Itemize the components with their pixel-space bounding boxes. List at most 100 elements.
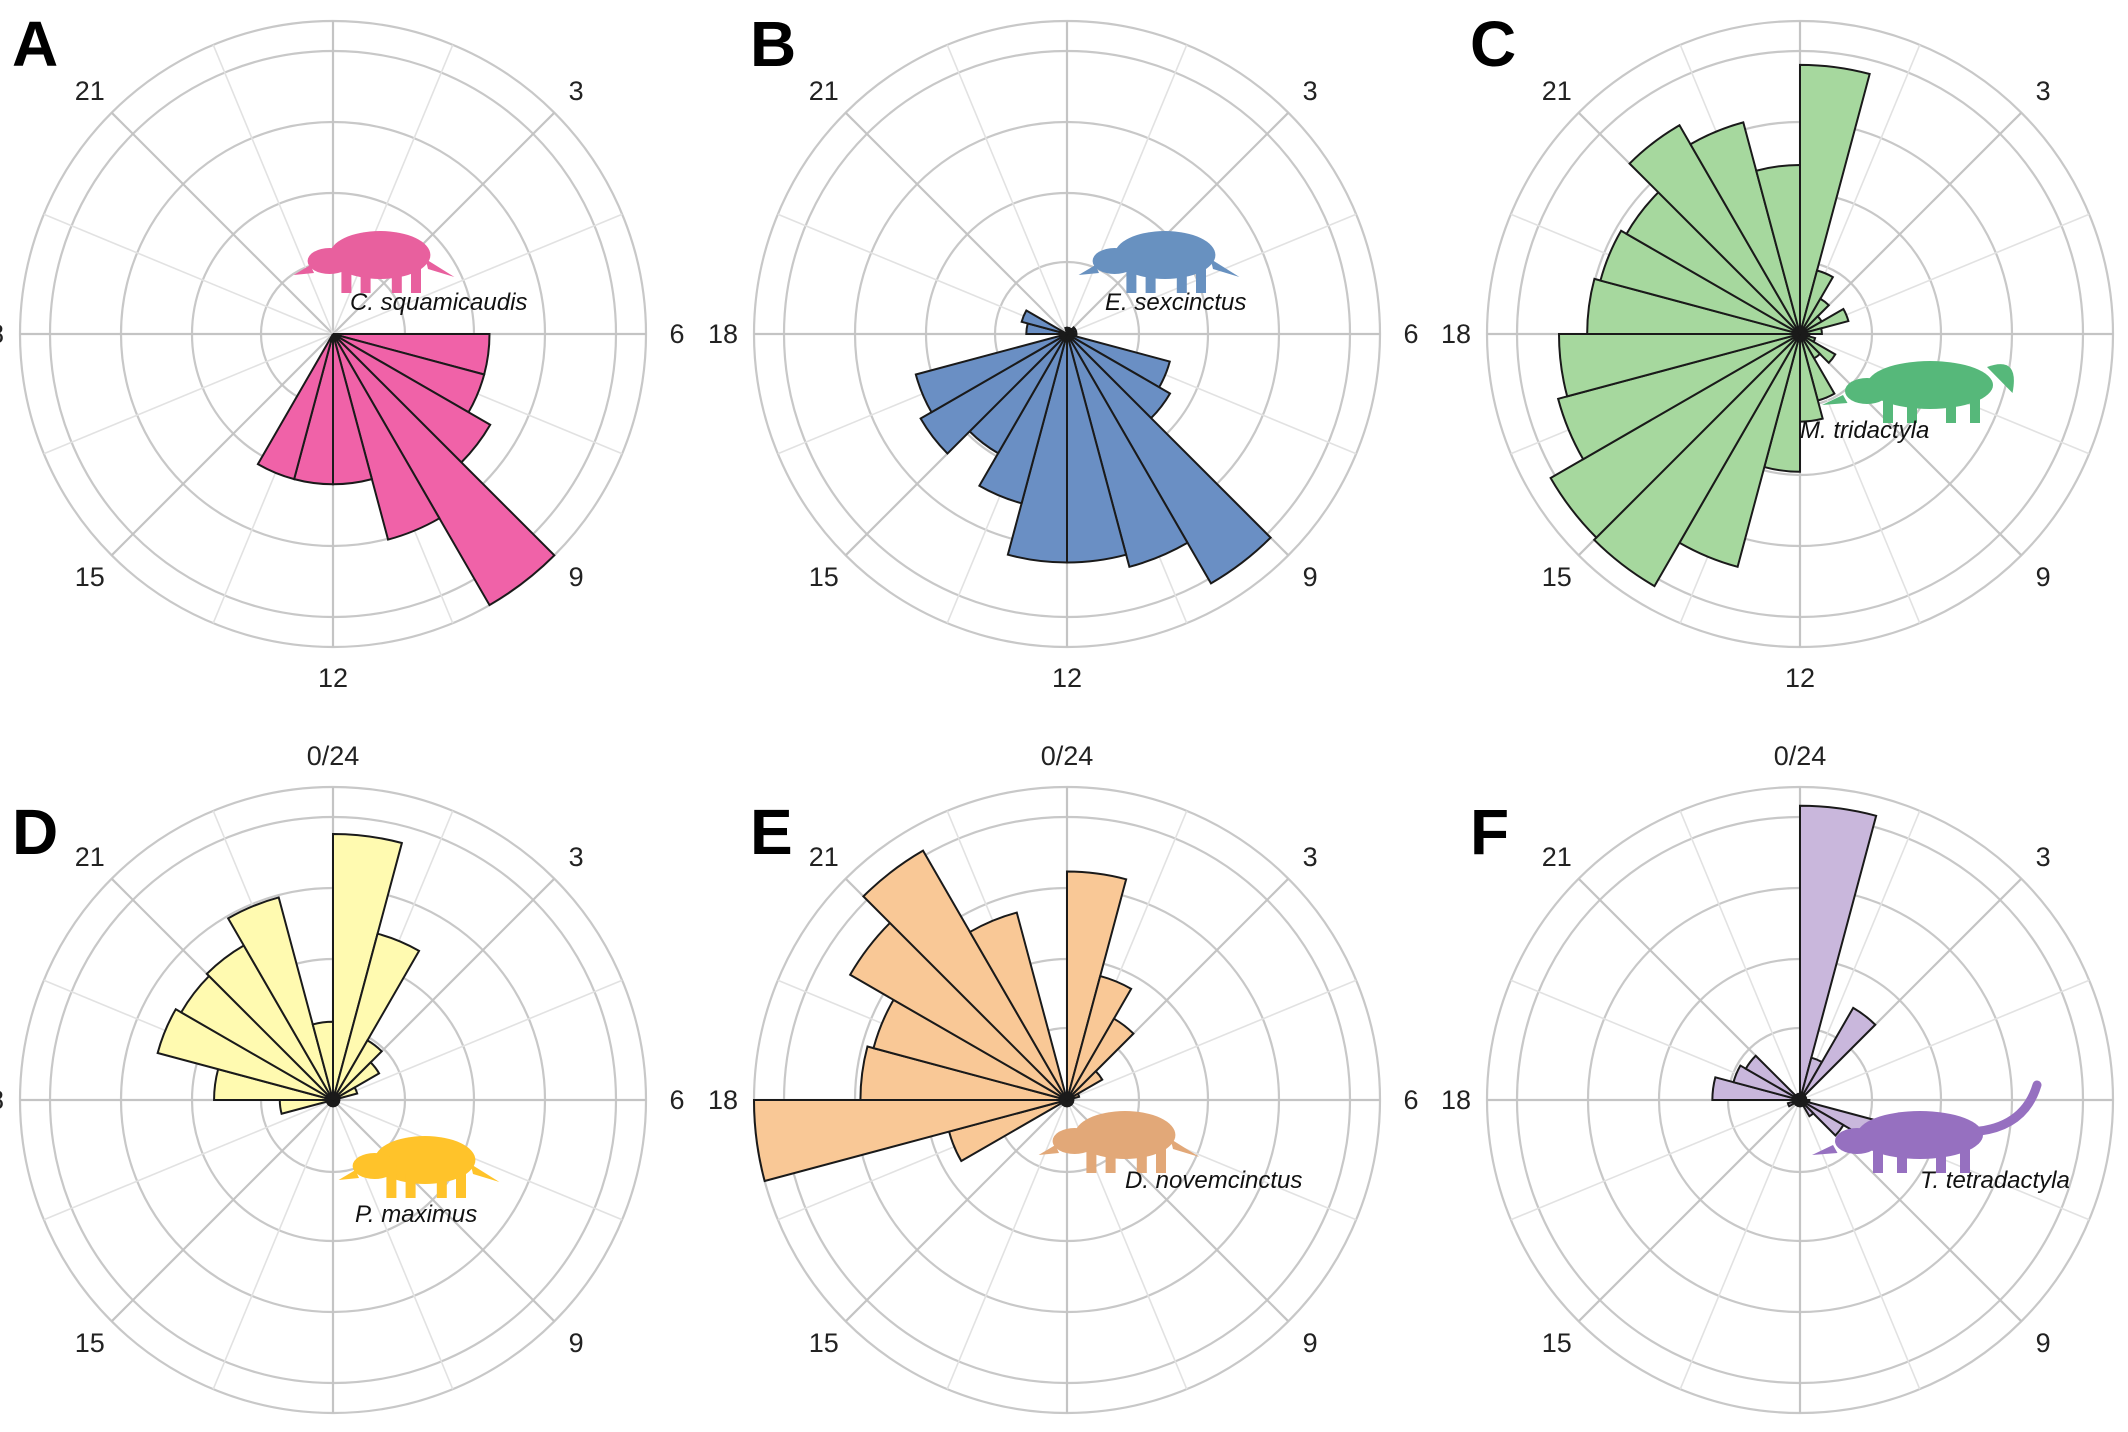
grid-spoke bbox=[43, 1099, 334, 1221]
grid-spoke bbox=[212, 44, 334, 335]
species-label: M. tridactyla bbox=[1800, 417, 1929, 444]
tick-label: 15 bbox=[1542, 1328, 1572, 1358]
grid-spoke bbox=[110, 1099, 334, 1323]
tick-label: 21 bbox=[1542, 76, 1572, 106]
panel-letter: A bbox=[12, 8, 58, 80]
grid-spoke bbox=[332, 213, 623, 335]
grid-spoke bbox=[1066, 111, 1290, 335]
grid-spoke bbox=[43, 333, 334, 455]
bar-hour-3 bbox=[1066, 1069, 1104, 1101]
bar-hour-2 bbox=[332, 1039, 384, 1101]
bar-hour-23 bbox=[1064, 326, 1068, 335]
grid-spoke bbox=[946, 1099, 1068, 1390]
bar-hour-20 bbox=[1744, 1054, 1801, 1101]
grid-spoke bbox=[1799, 111, 2023, 335]
polar-chart-a: A 0/24 3 6 9 12 15 18 21 C. squamicaudis bbox=[0, 0, 685, 693]
grid-spoke bbox=[1799, 333, 2023, 557]
animal-silhouette-icon bbox=[338, 1136, 500, 1198]
bar-series bbox=[1549, 63, 1871, 588]
bar-hour-9 bbox=[332, 333, 556, 607]
tick-label: 6 bbox=[669, 1085, 684, 1115]
grid-spoke bbox=[332, 1099, 623, 1221]
polar-chart-d: D 0/24 3 6 9 12 15 18 21 P. maximus bbox=[0, 741, 685, 1432]
grid-spoke bbox=[1577, 1099, 1801, 1323]
bar-hour-16 bbox=[914, 333, 1068, 414]
tick-label: 21 bbox=[75, 76, 105, 106]
polar-chart-e: E 0/24 3 6 9 12 15 18 21 D. novemcinctus bbox=[708, 741, 1419, 1432]
tick-label: 12 bbox=[1052, 1429, 1082, 1432]
bar-hour-8 bbox=[1799, 333, 1837, 365]
tick-label: 15 bbox=[809, 562, 839, 592]
tick-label: 12 bbox=[1785, 663, 1815, 693]
tick-label: 9 bbox=[2036, 562, 2051, 592]
polar-chart-c: C0/2436912151821M. tridactyla bbox=[1441, 0, 2115, 693]
panel-letter: C bbox=[1470, 8, 1516, 80]
bar-hour-22 bbox=[226, 896, 334, 1101]
tick-label: 18 bbox=[0, 319, 4, 349]
tick-label: 3 bbox=[569, 842, 584, 872]
polar-chart-b: B 0/24 3 6 9 12 15 18 21 E. sexcinctus bbox=[708, 0, 1419, 693]
bar-hour-14 bbox=[1592, 333, 1801, 588]
tick-label: 9 bbox=[1303, 1328, 1318, 1358]
tick-label: 12 bbox=[318, 1429, 348, 1432]
tick-label: 21 bbox=[75, 842, 105, 872]
grid-spoke bbox=[1799, 810, 1921, 1101]
bar-hour-23 bbox=[1064, 1092, 1068, 1101]
bar-hour-23 bbox=[1797, 1092, 1801, 1101]
bar-hour-17 bbox=[1557, 333, 1801, 398]
grid-spoke bbox=[110, 111, 334, 335]
bar-hour-0 bbox=[1799, 804, 1878, 1101]
grid-spoke bbox=[43, 213, 334, 335]
bar-hour-4 bbox=[1799, 307, 1850, 335]
tick-label: 18 bbox=[708, 319, 738, 349]
bar-hour-2 bbox=[1799, 297, 1831, 335]
bar-series bbox=[914, 309, 1273, 585]
tick-label: 6 bbox=[1403, 319, 1418, 349]
tick-label: 15 bbox=[75, 1328, 105, 1358]
grid-spoke bbox=[1799, 1099, 1921, 1390]
tick-label: 9 bbox=[569, 1328, 584, 1358]
species-label: E. sexcinctus bbox=[1105, 289, 1246, 316]
tick-label: 18 bbox=[708, 1085, 738, 1115]
tick-label: 9 bbox=[569, 562, 584, 592]
bar-hour-15 bbox=[1549, 333, 1801, 540]
bar-hour-9 bbox=[1066, 333, 1273, 585]
animal-silhouette-icon bbox=[293, 231, 455, 293]
bar-hour-1 bbox=[332, 932, 421, 1101]
tick-label: 6 bbox=[669, 319, 684, 349]
tick-label: 0/24 bbox=[307, 0, 360, 5]
panel-letter: F bbox=[1470, 796, 1509, 868]
bar-series bbox=[1711, 804, 1883, 1144]
animal-silhouette-icon bbox=[1822, 361, 2014, 423]
bar-hour-13 bbox=[256, 333, 334, 481]
bar-series bbox=[256, 333, 556, 607]
bar-hour-2 bbox=[1799, 1006, 1877, 1101]
bar-hour-10 bbox=[1066, 333, 1189, 569]
tick-label: 12 bbox=[318, 663, 348, 693]
tick-label: 0/24 bbox=[1041, 0, 1094, 5]
tick-label: 3 bbox=[2036, 76, 2051, 106]
panel-letter: E bbox=[750, 796, 793, 868]
bar-hour-10 bbox=[332, 333, 441, 541]
grid-spoke bbox=[1066, 44, 1188, 335]
tick-label: 0/24 bbox=[1774, 741, 1827, 771]
grid-spoke bbox=[1679, 1099, 1801, 1390]
bar-hour-19 bbox=[1599, 229, 1801, 335]
polar-chart-f: F0/2436912151821T. tetradactyla bbox=[1441, 741, 2115, 1432]
tick-label: 15 bbox=[809, 1328, 839, 1358]
tick-label: 18 bbox=[0, 1085, 4, 1115]
grid-spoke bbox=[1066, 213, 1357, 335]
bar-series bbox=[752, 849, 1135, 1183]
bar-hour-22 bbox=[1689, 121, 1801, 335]
bar-hour-19 bbox=[156, 1007, 334, 1101]
tick-label: 3 bbox=[1303, 76, 1318, 106]
bar-hour-23 bbox=[311, 1020, 334, 1101]
tick-label: 21 bbox=[809, 76, 839, 106]
tick-label: 9 bbox=[2036, 1328, 2051, 1358]
bar-hour-2 bbox=[1066, 1017, 1135, 1101]
grid-spoke bbox=[332, 1099, 556, 1323]
bar-hour-19 bbox=[1020, 309, 1068, 335]
tick-label: 6 bbox=[1403, 1085, 1418, 1115]
animal-silhouette-icon bbox=[1078, 231, 1240, 293]
bar-hour-16 bbox=[1556, 333, 1801, 461]
